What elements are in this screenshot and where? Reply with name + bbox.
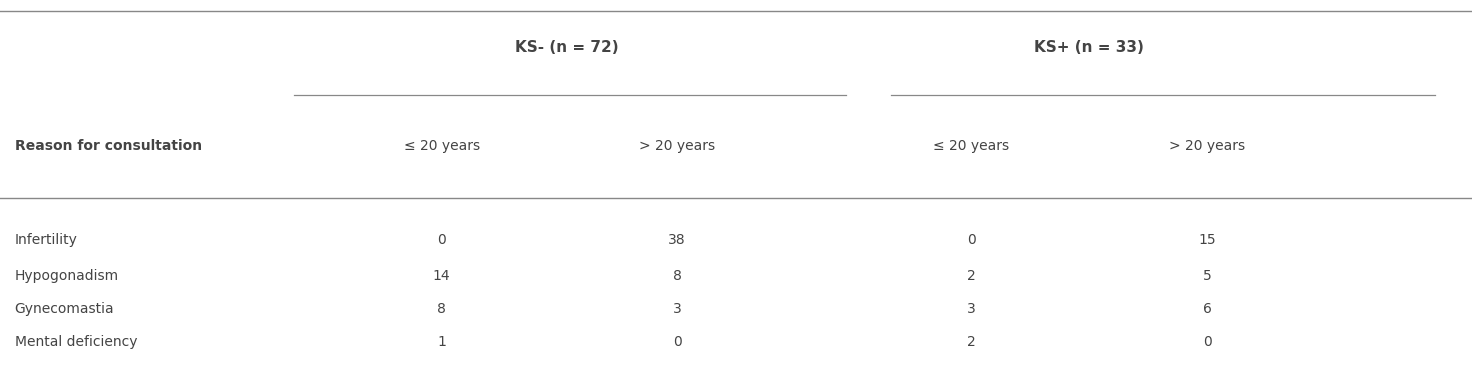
Text: 3: 3: [967, 302, 976, 316]
Text: 8: 8: [673, 269, 682, 283]
Text: 0: 0: [1203, 335, 1211, 349]
Text: 1: 1: [437, 335, 446, 349]
Text: KS- (n = 72): KS- (n = 72): [515, 40, 618, 55]
Text: 6: 6: [1203, 302, 1211, 316]
Text: 2: 2: [967, 335, 976, 349]
Text: ≤ 20 years: ≤ 20 years: [403, 139, 480, 153]
Text: Gynecomastia: Gynecomastia: [15, 302, 115, 316]
Text: Reason for consultation: Reason for consultation: [15, 139, 202, 153]
Text: 8: 8: [437, 302, 446, 316]
Text: KS+ (n = 33): KS+ (n = 33): [1035, 40, 1144, 55]
Text: 38: 38: [668, 233, 686, 247]
Text: Mental deficiency: Mental deficiency: [15, 335, 137, 349]
Text: 3: 3: [673, 302, 682, 316]
Text: 14: 14: [433, 269, 450, 283]
Text: 2: 2: [967, 269, 976, 283]
Text: 15: 15: [1198, 233, 1216, 247]
Text: > 20 years: > 20 years: [639, 139, 715, 153]
Text: 5: 5: [1203, 269, 1211, 283]
Text: 0: 0: [437, 233, 446, 247]
Text: > 20 years: > 20 years: [1169, 139, 1245, 153]
Text: Hypogonadism: Hypogonadism: [15, 269, 119, 283]
Text: 0: 0: [967, 233, 976, 247]
Text: Infertility: Infertility: [15, 233, 78, 247]
Text: ≤ 20 years: ≤ 20 years: [933, 139, 1010, 153]
Text: 0: 0: [673, 335, 682, 349]
